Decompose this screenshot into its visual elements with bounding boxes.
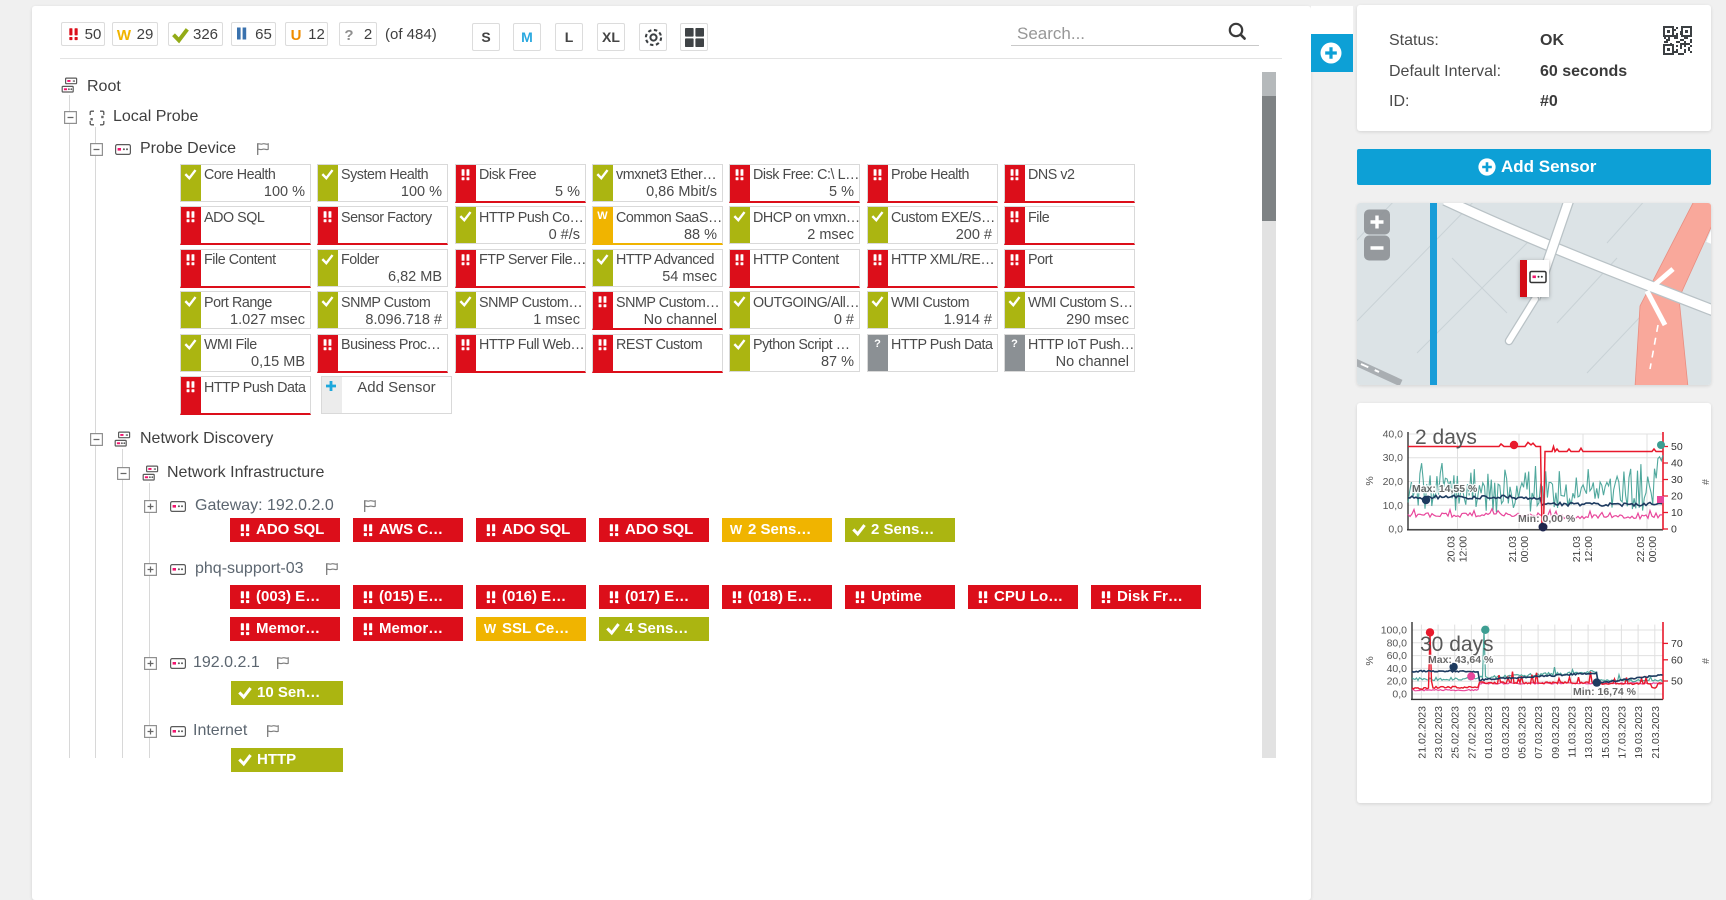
svg-text:01.03.2023: 01.03.2023 <box>1483 706 1495 759</box>
svg-text:0,0: 0,0 <box>1388 524 1403 536</box>
svg-text:21.02.2023: 21.02.2023 <box>1416 706 1428 759</box>
svg-text:2 days: 2 days <box>1415 426 1477 449</box>
svg-text:30: 30 <box>1671 474 1683 486</box>
svg-text:23.02.2023: 23.02.2023 <box>1433 706 1445 759</box>
svg-text:#: # <box>1699 658 1711 664</box>
svg-text:50: 50 <box>1671 441 1683 453</box>
svg-text:Max: 43,64 %: Max: 43,64 % <box>1428 654 1494 666</box>
svg-text:20,0: 20,0 <box>1387 676 1408 688</box>
svg-text:40,0: 40,0 <box>1383 429 1404 441</box>
svg-text:05.03.2023: 05.03.2023 <box>1516 706 1528 759</box>
svg-text:#: # <box>1699 479 1711 485</box>
svg-text:19.03.2023: 19.03.2023 <box>1633 706 1645 759</box>
svg-text:%: % <box>1364 656 1376 665</box>
svg-text:100,0: 100,0 <box>1381 625 1407 637</box>
svg-text:22.03: 22.03 <box>1635 536 1647 562</box>
svg-text:80,0: 80,0 <box>1387 637 1408 649</box>
svg-text:27.02.2023: 27.02.2023 <box>1466 706 1478 759</box>
svg-text:Min: 16,74 %: Min: 16,74 % <box>1573 686 1637 698</box>
svg-text:60: 60 <box>1671 654 1683 666</box>
svg-text:07.03.2023: 07.03.2023 <box>1533 706 1545 759</box>
svg-text:0: 0 <box>1671 524 1677 536</box>
svg-text:17.03.2023: 17.03.2023 <box>1616 706 1628 759</box>
svg-text:10,0: 10,0 <box>1383 500 1404 512</box>
svg-text:00:00: 00:00 <box>1647 536 1659 562</box>
svg-text:12:00: 12:00 <box>1583 536 1595 562</box>
svg-text:12:00: 12:00 <box>1458 536 1470 562</box>
svg-text:21.03.2023: 21.03.2023 <box>1650 706 1662 759</box>
svg-text:50: 50 <box>1671 676 1683 688</box>
svg-text:30 days: 30 days <box>1420 633 1494 656</box>
svg-text:13.03.2023: 13.03.2023 <box>1583 706 1595 759</box>
svg-text:20.03: 20.03 <box>1446 536 1458 562</box>
svg-text:09.03.2023: 09.03.2023 <box>1550 706 1562 759</box>
svg-text:10: 10 <box>1671 507 1683 519</box>
svg-text:03.03.2023: 03.03.2023 <box>1500 706 1512 759</box>
svg-text:0,0: 0,0 <box>1392 689 1407 701</box>
svg-text:20: 20 <box>1671 491 1683 503</box>
svg-text:%: % <box>1364 476 1376 485</box>
svg-text:21.03: 21.03 <box>1571 536 1583 562</box>
svg-text:20,0: 20,0 <box>1383 476 1404 488</box>
svg-text:30,0: 30,0 <box>1383 452 1404 464</box>
svg-text:60,0: 60,0 <box>1387 650 1408 662</box>
svg-text:21.03: 21.03 <box>1507 536 1519 562</box>
svg-text:40: 40 <box>1671 458 1683 470</box>
svg-text:Min: 0,00 %: Min: 0,00 % <box>1518 513 1576 525</box>
svg-text:Max: 14,55 %: Max: 14,55 % <box>1412 483 1478 495</box>
svg-text:70: 70 <box>1671 638 1683 650</box>
svg-text:11.03.2023: 11.03.2023 <box>1566 706 1578 758</box>
svg-text:15.03.2023: 15.03.2023 <box>1600 706 1612 759</box>
svg-text:00:00: 00:00 <box>1519 536 1531 562</box>
svg-text:40,0: 40,0 <box>1387 663 1408 675</box>
svg-text:25.02.2023: 25.02.2023 <box>1450 706 1462 759</box>
